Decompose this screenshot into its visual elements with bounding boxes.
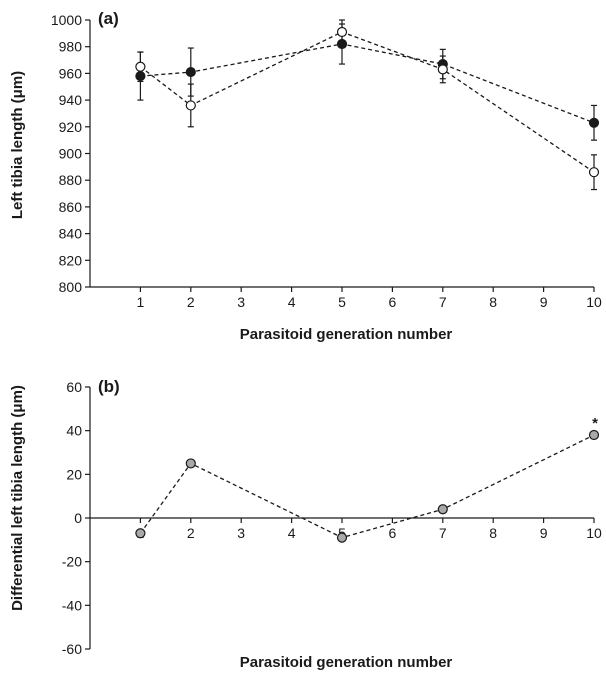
panel-b-data-point xyxy=(588,429,600,441)
panel-b: (b) Differential left tibia length (μm) … xyxy=(9,377,602,671)
panel-b-x-tick-label: 3 xyxy=(237,525,245,541)
panel-a: (a) Left tibia length (μm) Parasitoid ge… xyxy=(9,9,602,343)
panel-b-x-tick-label: 9 xyxy=(540,525,548,541)
panel-a-series-line xyxy=(140,31,595,173)
panel-a-y-tick-label: 860 xyxy=(59,199,83,215)
panel-a-x-tick-label: 9 xyxy=(540,294,548,310)
panel-b-label: (b) xyxy=(98,377,120,396)
panel-b-y-tick-label: 60 xyxy=(66,379,82,395)
panel-a-x-tick-label: 7 xyxy=(439,294,447,310)
panel-a-y-tick-label: 820 xyxy=(59,252,83,268)
panel-a-x-tick-label: 8 xyxy=(489,294,497,310)
panel-b-significance-marker: * xyxy=(592,415,598,432)
panel-b-data-point xyxy=(185,458,196,469)
panel-b-y-tick-label: -60 xyxy=(62,641,82,657)
panel-b-y-tick-label: 0 xyxy=(74,510,82,526)
panel-b-y-tick-label: 40 xyxy=(66,423,82,439)
panel-a-y-tick-label: 980 xyxy=(59,39,83,55)
panel-a-data-point xyxy=(437,64,448,75)
panel-a-y-tick-label: 920 xyxy=(59,119,83,135)
panel-a-y-axis-label: Left tibia length (μm) xyxy=(9,71,26,219)
panel-a-x-axis-label: Parasitoid generation number xyxy=(240,326,453,343)
panel-b-series-line xyxy=(139,434,595,539)
panel-b-data-point xyxy=(336,532,348,543)
panel-a-y-tick-label: 800 xyxy=(59,279,83,295)
panel-b-x-tick-label: 6 xyxy=(389,525,397,541)
panel-a-y-tick-label: 900 xyxy=(59,146,83,162)
panel-a-x-tick-label: 1 xyxy=(137,294,145,310)
panel-a-series-line xyxy=(140,43,595,124)
panel-b-y-tick-label: -40 xyxy=(62,597,82,613)
panel-a-x-tick-label: 6 xyxy=(389,294,397,310)
panel-b-y-tick-label: -20 xyxy=(62,554,82,570)
panel-a-x-tick-label: 10 xyxy=(586,294,602,310)
panel-b-x-tick-label: 4 xyxy=(288,525,296,541)
panel-a-y-tick-label: 840 xyxy=(59,226,83,242)
panel-a-x-tick-label: 4 xyxy=(288,294,296,310)
panel-b-x-tick-label: 2 xyxy=(187,525,195,541)
panel-a-x-tick-label: 5 xyxy=(338,294,346,310)
panel-a-data-point xyxy=(185,100,196,111)
panel-b-x-tick-label: 10 xyxy=(586,525,602,541)
panel-a-label: (a) xyxy=(98,9,119,28)
panel-a-y-tick-label: 880 xyxy=(59,172,83,188)
panel-b-x-axis-label: Parasitoid generation number xyxy=(240,654,453,671)
panel-b-y-axis-label: Differential left tibia length (μm) xyxy=(9,385,26,611)
panel-a-y-tick-label: 940 xyxy=(59,92,83,108)
panel-b-x-tick-label: 7 xyxy=(439,525,447,541)
panel-a-data-point xyxy=(336,26,348,38)
panel-a-y-tick-label: 960 xyxy=(59,65,83,81)
panel-b-data-point xyxy=(135,528,146,539)
panel-a-data-point xyxy=(588,117,600,128)
panel-a-data-point xyxy=(185,66,196,78)
panel-a-x-tick-label: 2 xyxy=(187,294,195,310)
panel-b-data-point xyxy=(437,504,448,515)
panel-b-y-tick-label: 20 xyxy=(66,466,82,482)
panel-b-x-tick-label: 8 xyxy=(489,525,497,541)
panel-a-data-point xyxy=(135,61,146,72)
panel-a-data-point xyxy=(588,167,600,178)
panel-a-x-tick-label: 3 xyxy=(237,294,245,310)
panel-a-y-tick-label: 1000 xyxy=(51,12,82,28)
